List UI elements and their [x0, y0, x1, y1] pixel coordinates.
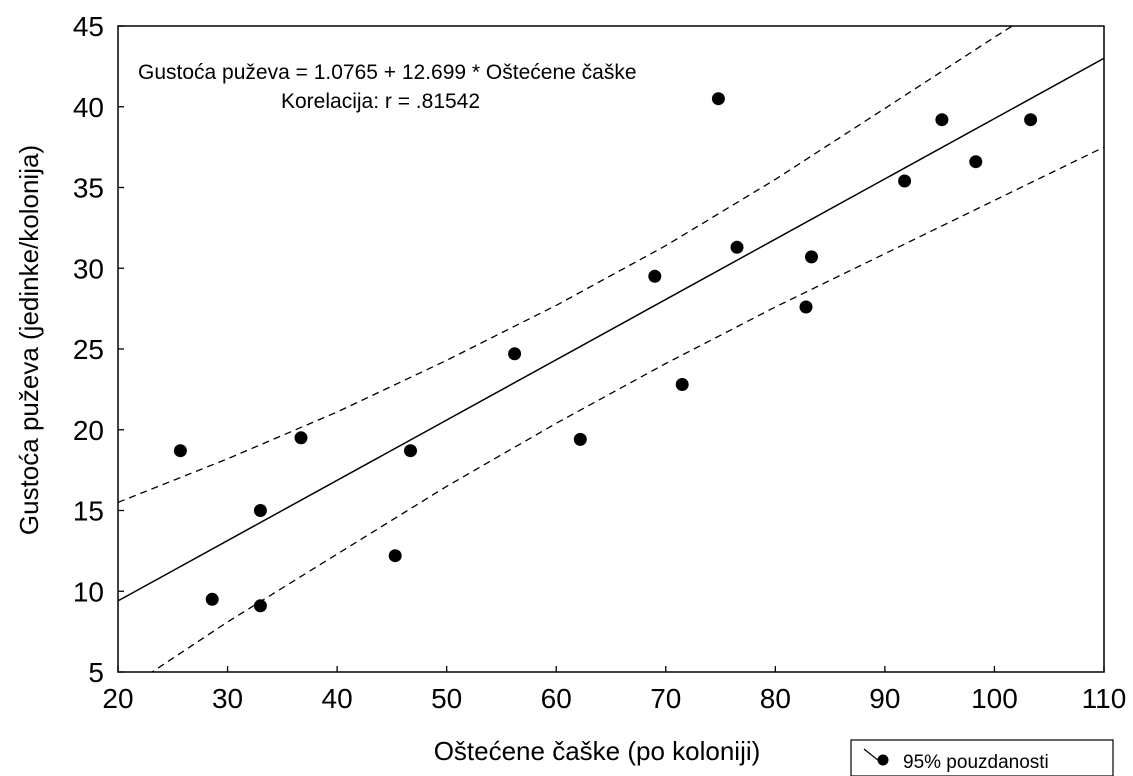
data-point	[898, 174, 912, 188]
data-point	[675, 378, 689, 391]
data-point	[294, 431, 308, 445]
x-tick-label: 70	[650, 683, 681, 714]
data-point	[253, 504, 267, 517]
legend: 95% pouzdanosti	[850, 739, 1114, 776]
data-point	[805, 250, 818, 264]
data-point	[205, 592, 219, 606]
data-point	[730, 240, 744, 254]
data-point	[173, 444, 187, 458]
data-point	[711, 92, 725, 106]
y-tick-label: 20	[73, 415, 104, 446]
y-tick-label: 30	[73, 253, 104, 284]
y-tick-label: 45	[73, 11, 104, 42]
x-tick-label: 30	[212, 683, 243, 714]
legend-label: 95% pouzdanosti	[903, 752, 1049, 773]
y-tick-label: 40	[73, 92, 104, 123]
data-point	[1024, 113, 1038, 127]
legend-box	[850, 739, 1114, 776]
data-point	[404, 444, 417, 458]
x-tick-label: 90	[869, 683, 900, 714]
x-axis-label: Oštećene čaške (po koloniji)	[434, 736, 761, 766]
y-tick-label: 15	[73, 496, 104, 527]
y-tick-label: 5	[88, 657, 104, 688]
y-tick-label: 35	[73, 173, 104, 204]
ci-lower-line	[150, 146, 1104, 672]
data-point	[508, 347, 522, 361]
data-point	[648, 269, 662, 283]
correlation-label: Korelacija: r = .81542	[281, 90, 480, 113]
data-point	[799, 300, 813, 314]
regression-line	[118, 57, 1104, 602]
regression-equation: Gustoća puževa = 1.0765 + 12.699 * Ošteć…	[138, 61, 637, 84]
x-tick-label: 60	[541, 683, 572, 714]
x-tick-label: 110	[1082, 683, 1127, 714]
data-point	[388, 549, 402, 563]
ci-upper-line	[118, 26, 1014, 504]
x-tick-label: 40	[322, 683, 353, 714]
y-tick-label: 10	[73, 576, 104, 607]
y-axis-label: Gustoća puževa (jedinke/kolonija)	[14, 145, 44, 535]
y-tick-label: 25	[73, 334, 104, 365]
data-point	[573, 432, 587, 446]
data-point	[935, 113, 949, 127]
data-point	[253, 599, 267, 613]
x-tick-label: 100	[971, 683, 1018, 714]
x-tick-label: 50	[431, 683, 462, 714]
legend-marker-icon	[877, 754, 889, 766]
data-point	[969, 155, 983, 169]
x-tick-label: 80	[760, 683, 791, 714]
x-tick-label: 20	[102, 683, 133, 714]
plot-frame	[117, 25, 1105, 673]
